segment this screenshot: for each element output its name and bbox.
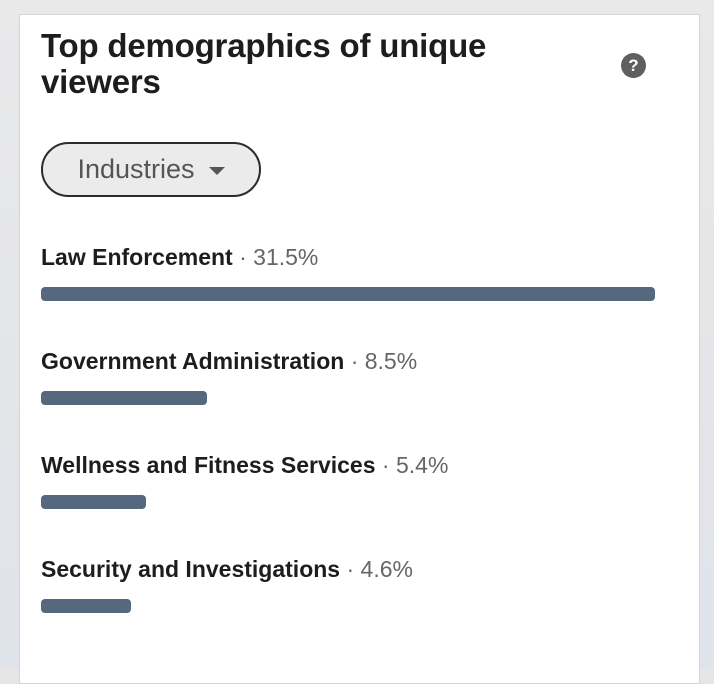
separator: · [350, 348, 359, 374]
industry-bar [41, 599, 131, 613]
industry-percent: 4.6% [360, 556, 413, 582]
industry-name: Law Enforcement [41, 244, 233, 270]
industry-name: Government Administration [41, 348, 345, 374]
industry-name: Wellness and Fitness Services [41, 452, 376, 478]
separator: · [239, 244, 247, 270]
help-icon[interactable]: ? [621, 53, 646, 78]
demographics-card [19, 14, 700, 684]
industry-list: Law Enforcement · 31.5% Government Admin… [41, 242, 655, 658]
list-item: Security and Investigations · 4.6% [41, 554, 655, 658]
industry-percent: 31.5% [253, 244, 319, 270]
caret-down-icon [208, 167, 225, 175]
industry-bar [41, 391, 207, 405]
industry-percent: 5.4% [395, 452, 449, 478]
separator: · [381, 452, 390, 478]
industry-bar [41, 495, 146, 509]
industry-bar [41, 287, 655, 301]
industry-name: Security and Investigations [41, 556, 341, 582]
industry-percent: 8.5% [364, 348, 418, 374]
dropdown-label: Industries [77, 154, 195, 184]
separator: · [346, 556, 355, 582]
list-item: Law Enforcement · 31.5% [41, 242, 655, 346]
list-item: Government Administration · 8.5% [41, 346, 655, 450]
list-item: Wellness and Fitness Services · 5.4% [41, 450, 655, 554]
demographic-type-dropdown[interactable]: Industries [41, 142, 261, 197]
card-title: Top demographics of unique viewers [41, 27, 487, 100]
